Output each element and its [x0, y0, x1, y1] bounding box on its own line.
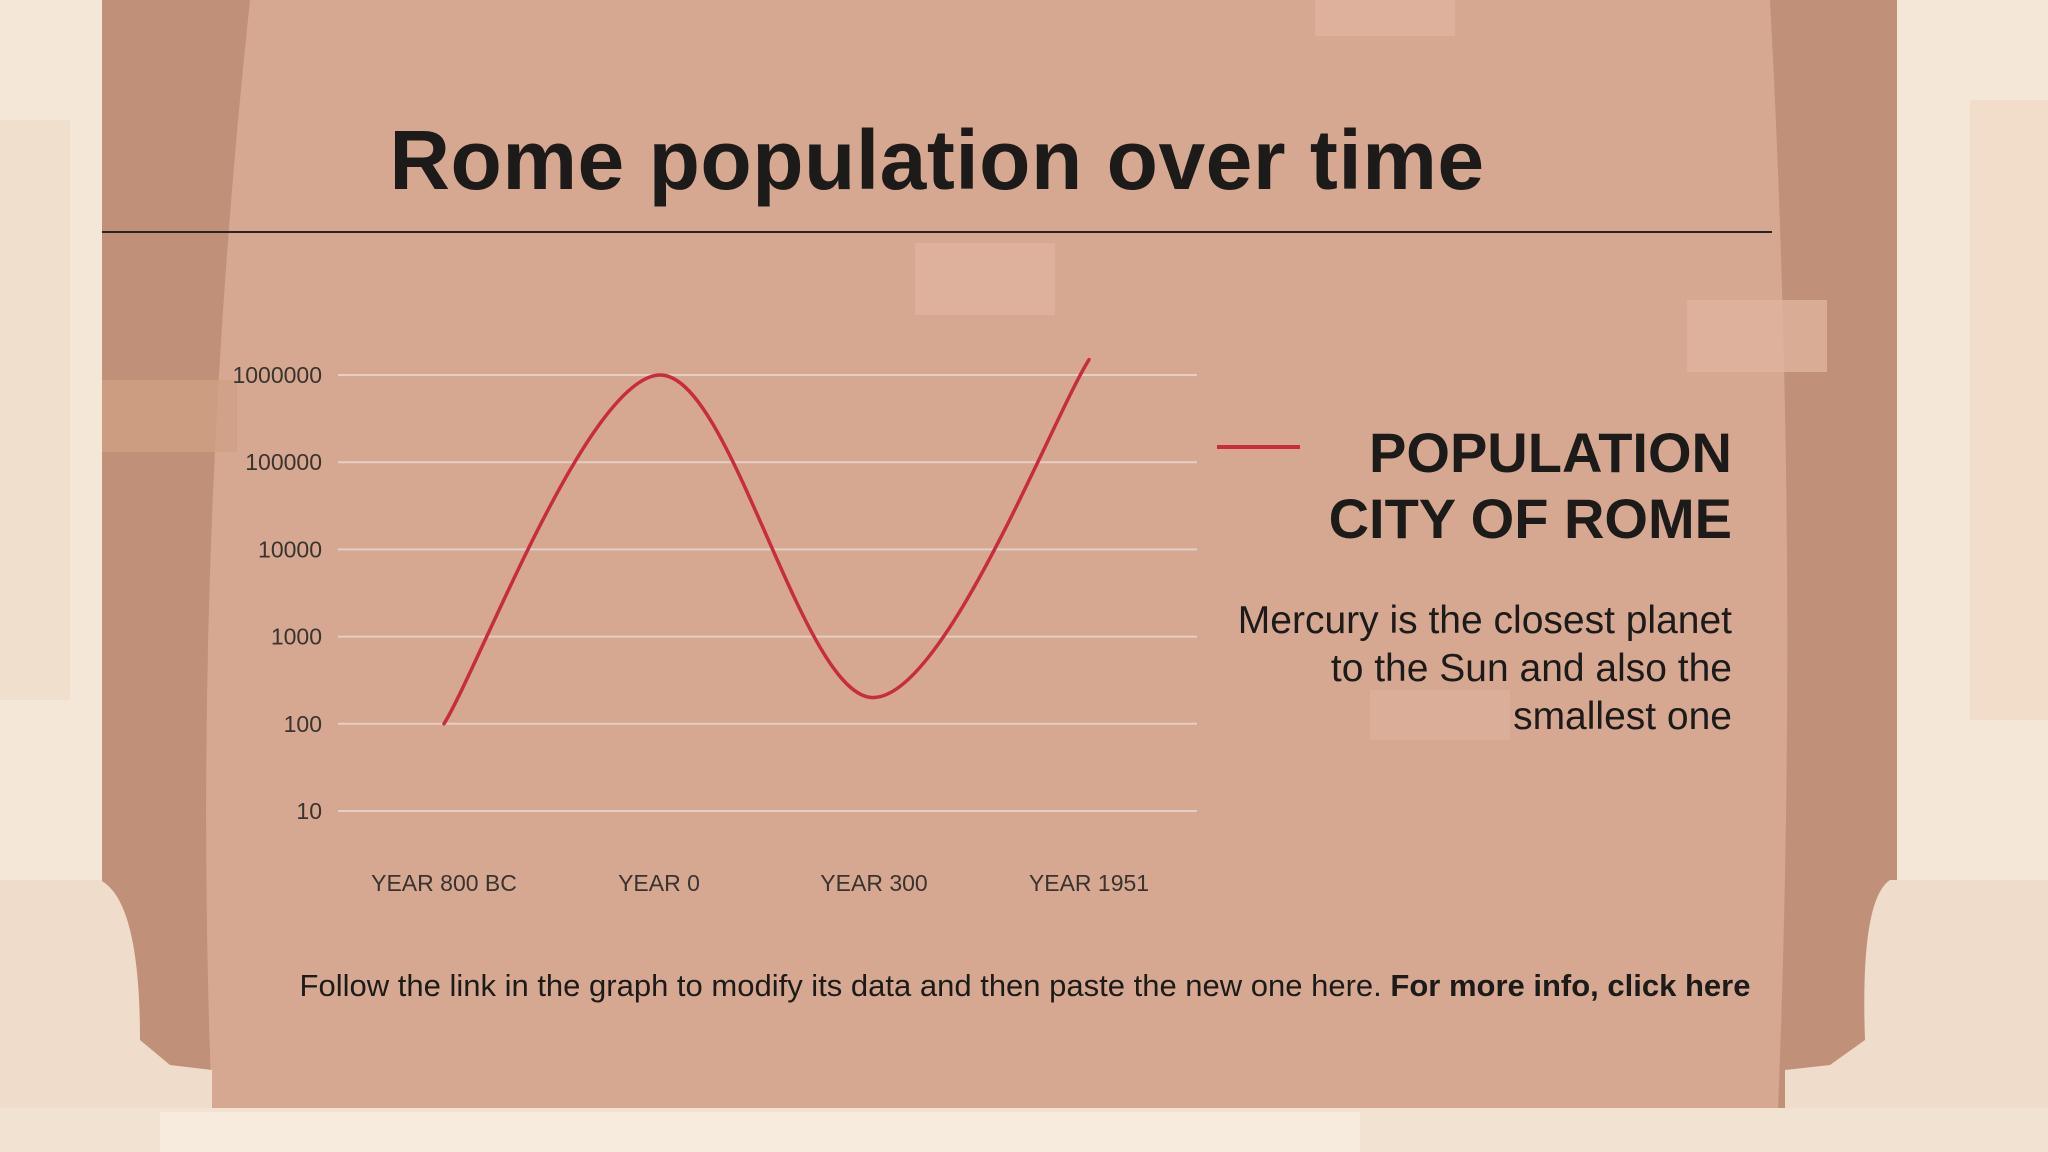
chart-gridlines [338, 374, 1197, 812]
legend-title: POPULATION CITY OF ROME [1220, 420, 1732, 552]
y-tick-label: 10000 [258, 536, 322, 562]
footnote: Follow the link in the graph to modify i… [160, 968, 1890, 1004]
y-tick-label: 1000000 [232, 362, 322, 388]
chart-series [442, 357, 1091, 726]
legend-title-line2: CITY OF ROME [1328, 487, 1732, 550]
x-tick-label: YEAR 300 [820, 870, 927, 896]
y-tick-label: 10 [296, 798, 322, 824]
series-line [442, 357, 1091, 726]
x-tick-label: YEAR 1951 [1029, 870, 1149, 896]
x-tick-label: YEAR 800 BC [371, 870, 517, 896]
legend-description: Mercury is the closest planet to the Sun… [1237, 599, 1732, 738]
x-axis-ticks: YEAR 800 BC YEAR 0 YEAR 300 YEAR 1951 [371, 870, 1149, 896]
title-divider [102, 231, 1772, 233]
legend-title-line1: POPULATION [1369, 421, 1732, 484]
x-tick-label: YEAR 0 [618, 870, 700, 896]
y-axis-ticks: 10 100 1000 10000 100000 1000000 [232, 362, 322, 824]
footnote-text: Follow the link in the graph to modify i… [299, 968, 1382, 1003]
legend-swatch [1217, 445, 1300, 449]
y-tick-label: 100 [284, 711, 322, 737]
slide-title: Rome population over time [389, 113, 1485, 207]
y-tick-label: 100000 [245, 449, 322, 475]
y-tick-label: 1000 [271, 624, 322, 650]
more-info-link[interactable]: For more info, click here [1390, 968, 1751, 1003]
